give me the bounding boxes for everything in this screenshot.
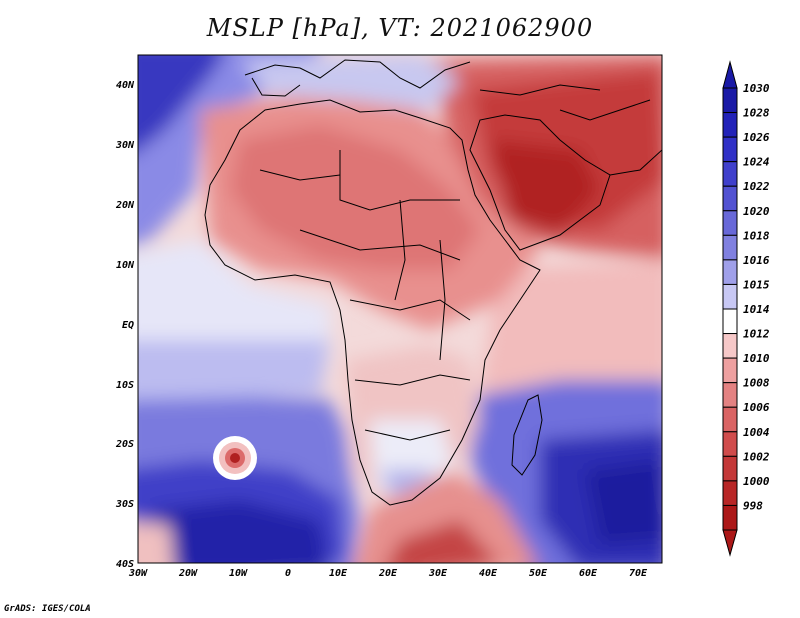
- lon-label: 10W: [229, 568, 248, 579]
- coastlines: [204, 59, 662, 506]
- lon-label: 0: [285, 568, 291, 579]
- colorbar-label: 1030: [743, 82, 770, 95]
- colorbar-label: 1026: [743, 131, 770, 144]
- colorbar-swatch: [722, 259, 738, 285]
- lon-label: 10E: [329, 568, 348, 579]
- colorbar-swatch: [722, 210, 738, 236]
- colorbar-swatch: [722, 234, 738, 261]
- colorbar-swatch: [722, 185, 738, 212]
- colorbar-swatch: [722, 136, 738, 163]
- colorbar-swatch: [722, 333, 738, 359]
- lat-label: 20N: [115, 200, 135, 211]
- colorbar-label: 1008: [743, 377, 770, 390]
- plot-title: MSLP [hPa], VT: 2021062900: [206, 14, 594, 42]
- colorbar-label: 1004: [743, 426, 770, 439]
- colorbar-label: 1028: [743, 107, 770, 120]
- colorbar-label: 1012: [743, 328, 770, 341]
- lat-label: 40N: [116, 80, 135, 91]
- colorbar-swatch: [722, 504, 738, 531]
- colorbar-swatch: [722, 308, 738, 335]
- colorbar-label: 1006: [743, 401, 770, 414]
- colorbar-swatch: [722, 283, 738, 310]
- colorbar-swatch: [722, 382, 738, 408]
- lat-label: 30N: [115, 140, 135, 151]
- colorbar-swatch: [722, 357, 738, 384]
- colorbar-swatch: [722, 480, 738, 506]
- lon-label: 30W: [128, 568, 148, 579]
- colorbar-label: 1000: [743, 475, 770, 488]
- colorbar-swatch: [722, 455, 738, 482]
- lat-label: 10N: [116, 260, 135, 271]
- colorbar-label: 1015: [743, 278, 770, 291]
- colorbar: 1030 1028 1026 1024 1022 1020 1018 1016 1015 1014…: [722, 60, 770, 557]
- lat-label: EQ: [122, 320, 134, 331]
- colorbar-swatch: [722, 112, 738, 138]
- colorbar-label: 1002: [743, 450, 770, 463]
- longitude-labels: 30W 20W 10W 0 10E 20E 30E 40E 50E 60E 70…: [128, 568, 648, 579]
- colorbar-swatch: [722, 87, 738, 114]
- colorbar-swatch: [722, 161, 738, 187]
- lon-label: 50E: [529, 568, 548, 579]
- colorbar-label: 1016: [743, 254, 770, 267]
- colorbar-swatch: [722, 406, 738, 433]
- lon-label: 60E: [579, 568, 598, 579]
- lat-label: 20S: [115, 439, 134, 450]
- colorbar-label: 1020: [743, 205, 770, 218]
- colorbar-bottom-arrow: [722, 529, 738, 557]
- lat-label: 30S: [115, 499, 134, 510]
- colorbar-label: 1024: [743, 156, 770, 169]
- plot-frame: [137, 54, 663, 564]
- latitude-labels: 40N 30N 20N 10N EQ 10S 20S 30S 40S: [115, 80, 135, 570]
- colorbar-label: 1018: [743, 229, 770, 242]
- lon-label: 40E: [479, 568, 498, 579]
- software-credit: GrADS: IGES/COLA: [4, 604, 91, 614]
- lat-label: 10S: [116, 380, 134, 391]
- lon-label: 20E: [378, 568, 398, 579]
- colorbar-label: 1022: [743, 180, 770, 193]
- colorbar-swatch: [722, 431, 738, 457]
- lat-label: 40S: [116, 559, 134, 570]
- pressure-field: [138, 55, 662, 563]
- lon-label: 30E: [428, 568, 448, 579]
- lon-label: 70E: [629, 568, 648, 579]
- colorbar-label: 1014: [743, 303, 770, 316]
- colorbar-label: 998: [743, 499, 763, 512]
- colorbar-label: 1010: [743, 352, 770, 365]
- lon-label: 20W: [178, 568, 198, 579]
- colorbar-top-arrow: [722, 60, 738, 89]
